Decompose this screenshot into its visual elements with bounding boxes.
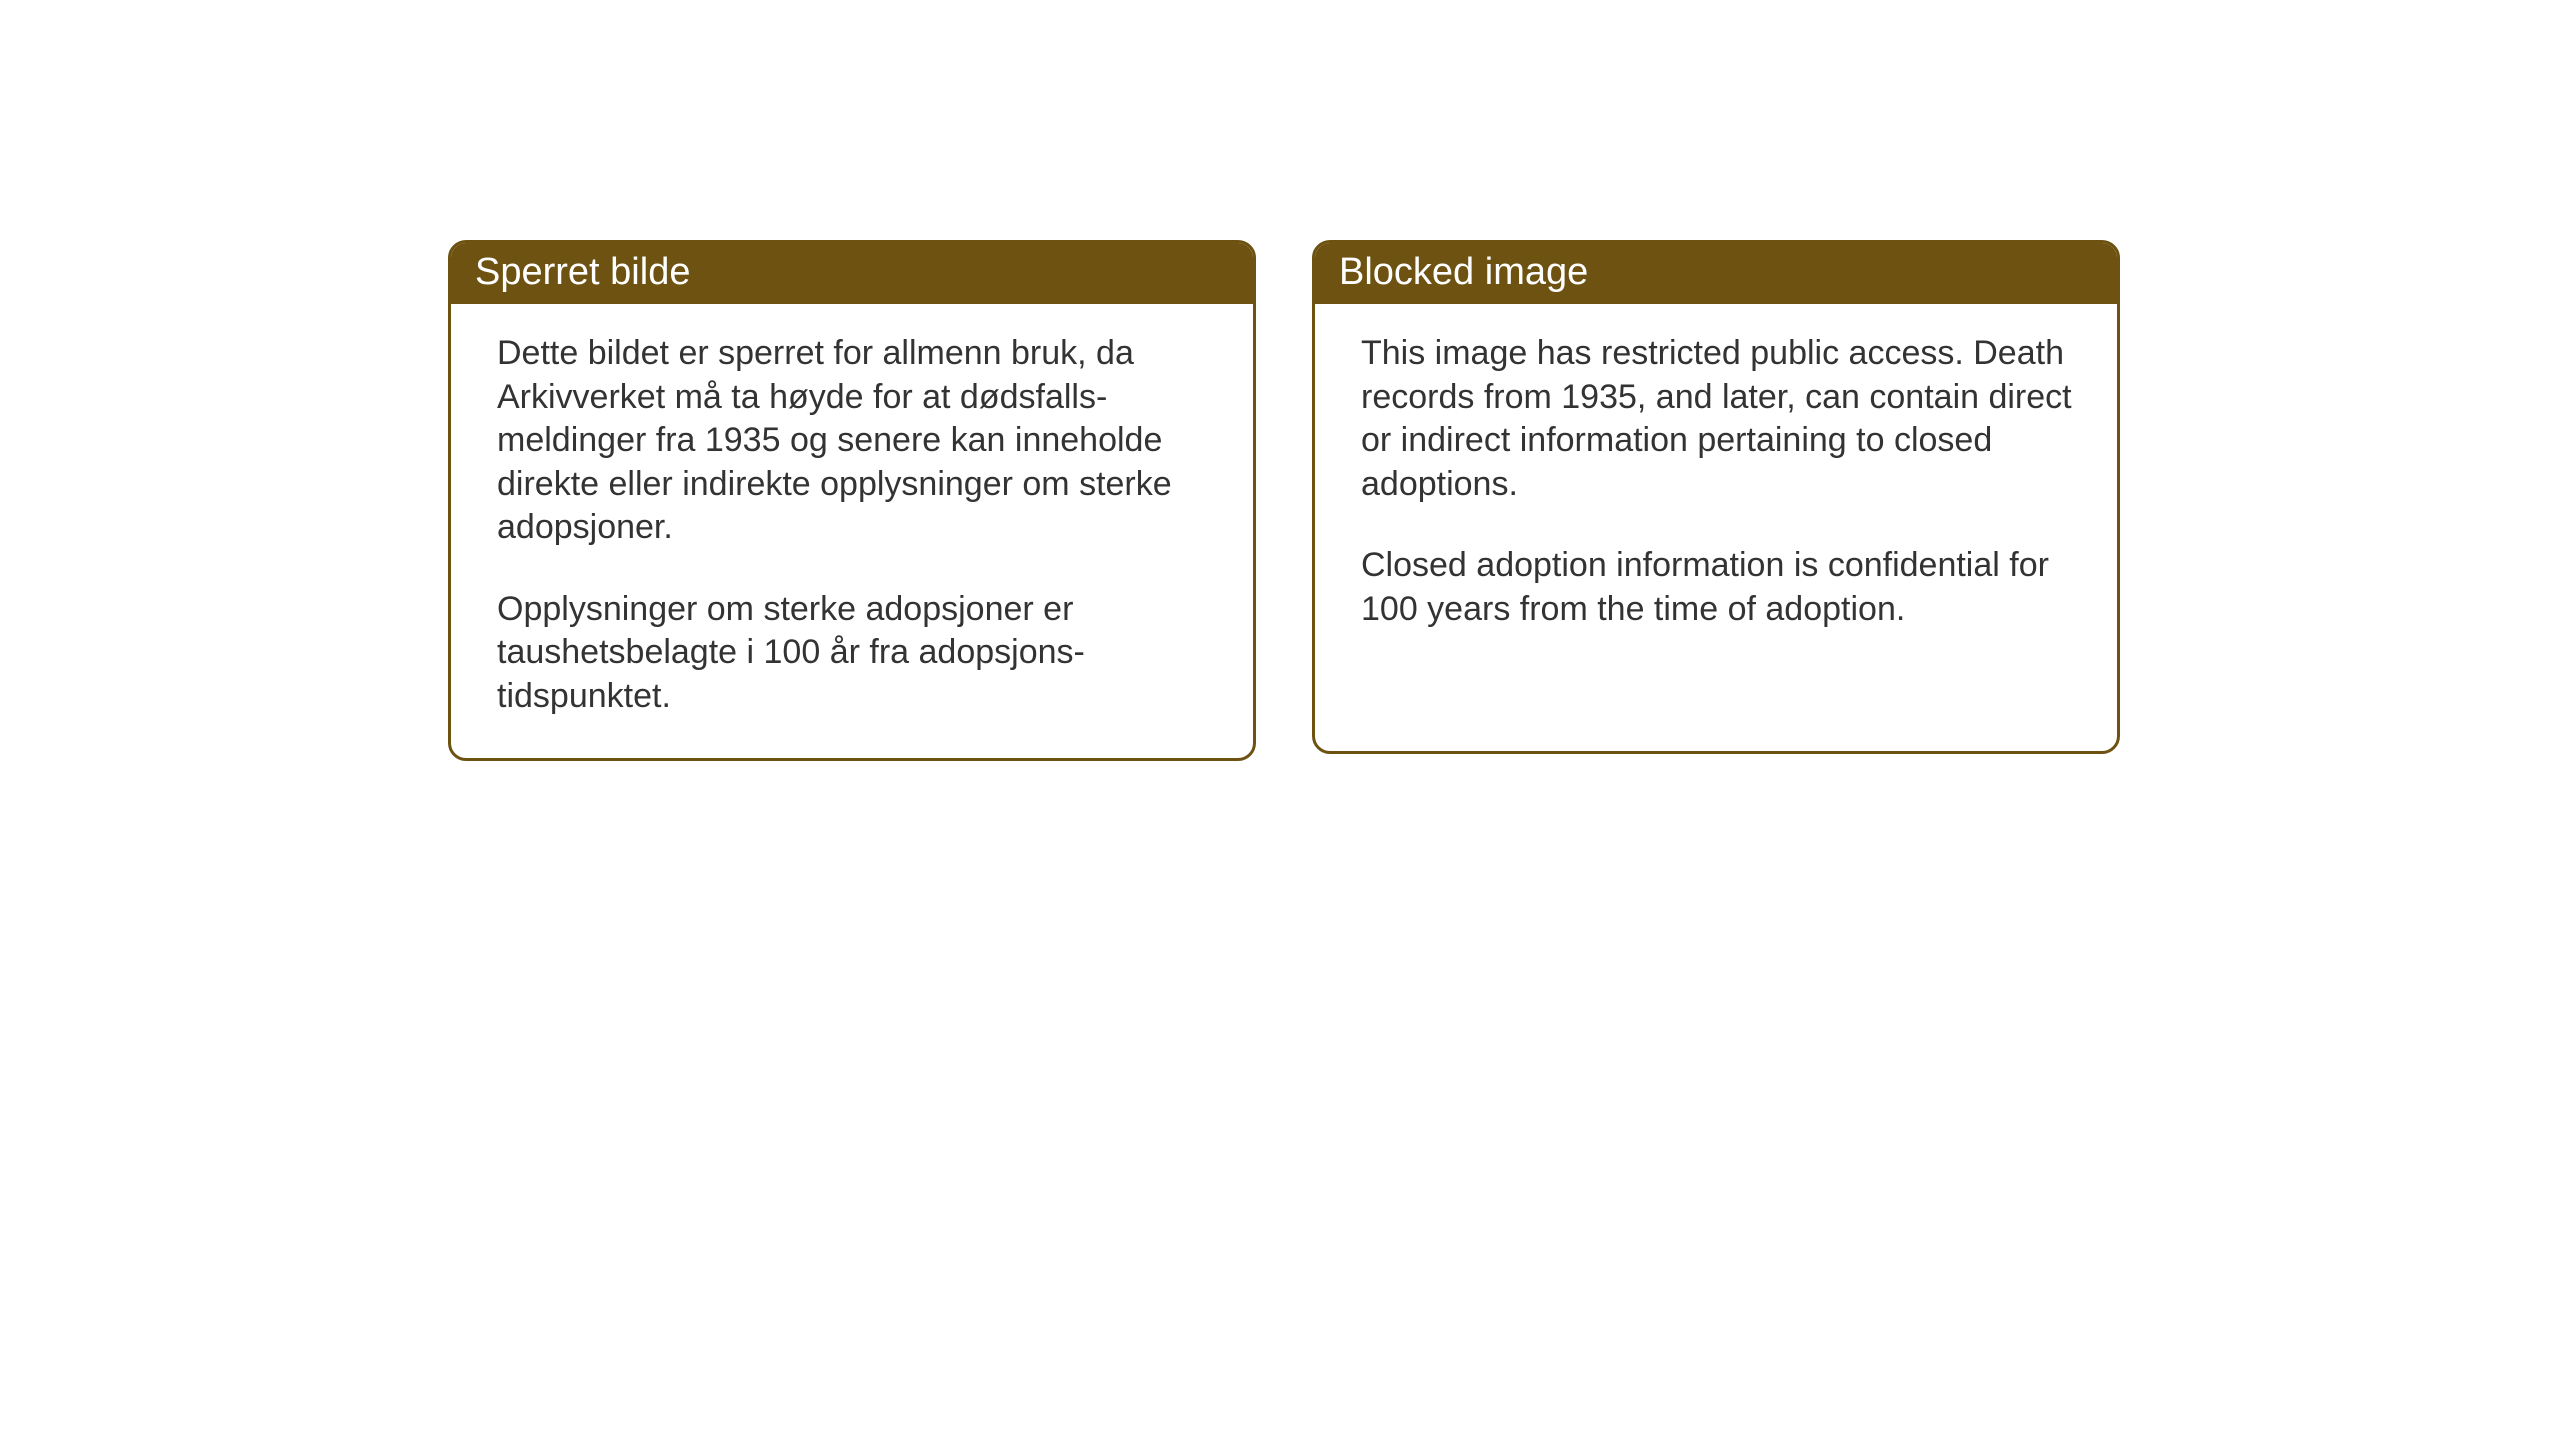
notices-container: Sperret bilde Dette bildet er sperret fo… xyxy=(448,240,2120,761)
notice-paragraph-1-norwegian: Dette bildet er sperret for allmenn bruk… xyxy=(497,332,1213,550)
notice-box-english: Blocked image This image has restricted … xyxy=(1312,240,2120,754)
notice-body-english: This image has restricted public access.… xyxy=(1315,304,2117,671)
notice-paragraph-2-english: Closed adoption information is confident… xyxy=(1361,544,2077,631)
notice-box-norwegian: Sperret bilde Dette bildet er sperret fo… xyxy=(448,240,1256,761)
notice-paragraph-1-english: This image has restricted public access.… xyxy=(1361,332,2077,506)
notice-header-english: Blocked image xyxy=(1315,243,2117,304)
notice-paragraph-2-norwegian: Opplysninger om sterke adopsjoner er tau… xyxy=(497,588,1213,719)
notice-body-norwegian: Dette bildet er sperret for allmenn bruk… xyxy=(451,304,1253,758)
notice-header-norwegian: Sperret bilde xyxy=(451,243,1253,304)
